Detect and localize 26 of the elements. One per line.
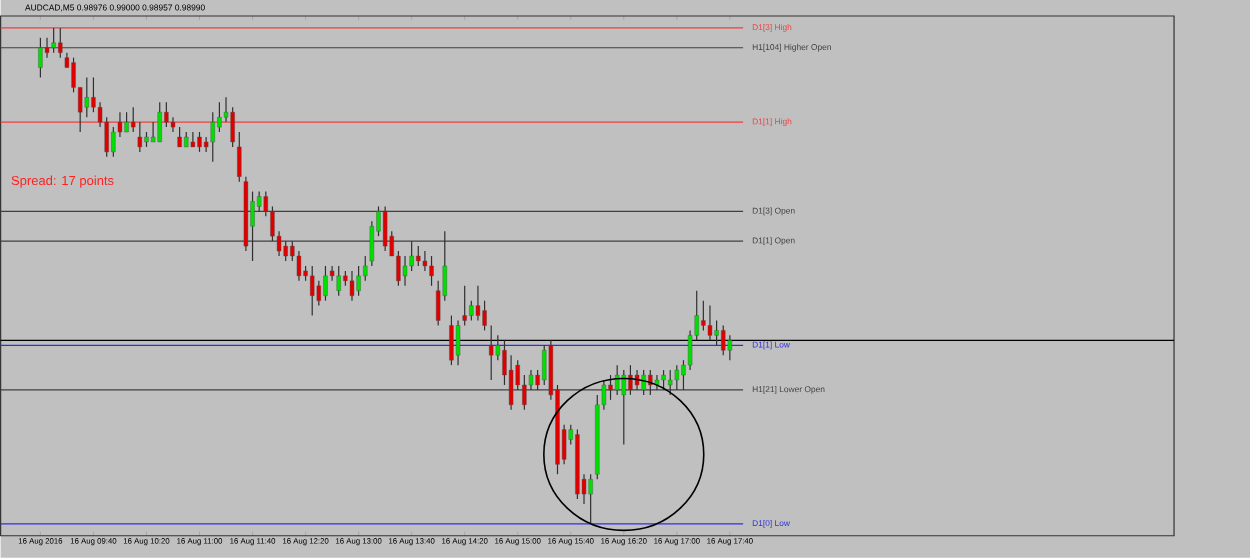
candlestick [336, 265, 341, 297]
candlestick [157, 101, 162, 143]
candlestick [701, 300, 706, 332]
candlestick [455, 320, 461, 366]
candlestick [707, 305, 713, 342]
candlestick [727, 334, 733, 361]
candlestick [714, 320, 719, 347]
candlestick [489, 324, 494, 381]
candlestick [721, 324, 726, 356]
candlestick [197, 131, 202, 153]
candlestick [588, 473, 593, 525]
candlestick [416, 245, 421, 267]
candlestick [210, 111, 215, 163]
candlestick [177, 126, 182, 148]
candlestick [349, 270, 355, 302]
candlestick [137, 121, 143, 153]
candlestick [310, 265, 315, 317]
candlestick [429, 255, 434, 287]
candlestick [323, 265, 328, 302]
candlestick [356, 265, 361, 297]
candlestick [190, 131, 196, 148]
candlestick [475, 285, 481, 322]
candlestick [124, 111, 129, 133]
candlestick [449, 315, 454, 366]
candlestick [469, 300, 474, 322]
candlestick [84, 77, 89, 118]
